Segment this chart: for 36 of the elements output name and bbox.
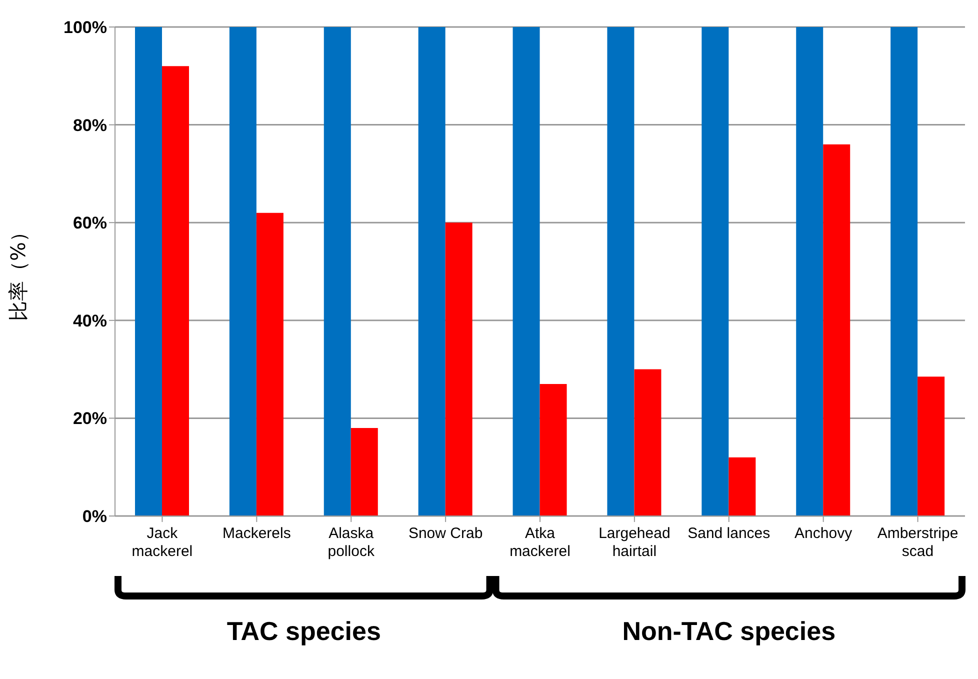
bar [918, 376, 945, 516]
x-tick-label: Sand lances [688, 525, 770, 542]
x-tick-label: Snow Crab [408, 525, 483, 542]
x-tick-label: Atka mackerel [510, 525, 570, 560]
bar [890, 27, 918, 516]
y-tick-label: 100% [64, 18, 107, 38]
bar [445, 222, 472, 516]
x-tick-label: Anchovy [794, 525, 853, 542]
bar [418, 27, 446, 516]
bar [229, 27, 256, 516]
x-tick-label: Mackerels [222, 525, 291, 542]
bar [796, 27, 824, 516]
x-tick-label: Amberstripe scad [877, 525, 958, 560]
y-tick-label: 20% [72, 409, 107, 428]
y-axis-title: 比率（%） [6, 222, 30, 322]
y-tick-label: 60% [72, 214, 107, 233]
y-tick-label: 40% [72, 311, 107, 330]
bar [135, 27, 162, 516]
bar [540, 384, 567, 516]
bar [162, 66, 189, 516]
y-tick-label: 0% [82, 507, 107, 526]
x-tick-label: Jack mackerel [132, 525, 193, 560]
text: Non-TAC species [622, 616, 836, 646]
text: TAC species [226, 616, 381, 646]
bar [702, 27, 729, 516]
bar [350, 428, 378, 516]
bar [728, 457, 756, 516]
x-tick-label: Largehead hairtail [598, 525, 670, 560]
y-tick-label: 80% [72, 116, 107, 135]
x-tick-label: Alaska pollock [328, 525, 375, 560]
bar [512, 27, 540, 516]
bar [607, 27, 634, 516]
bar [324, 27, 351, 516]
bar [256, 212, 284, 516]
bar [823, 144, 850, 516]
bar [634, 369, 662, 516]
